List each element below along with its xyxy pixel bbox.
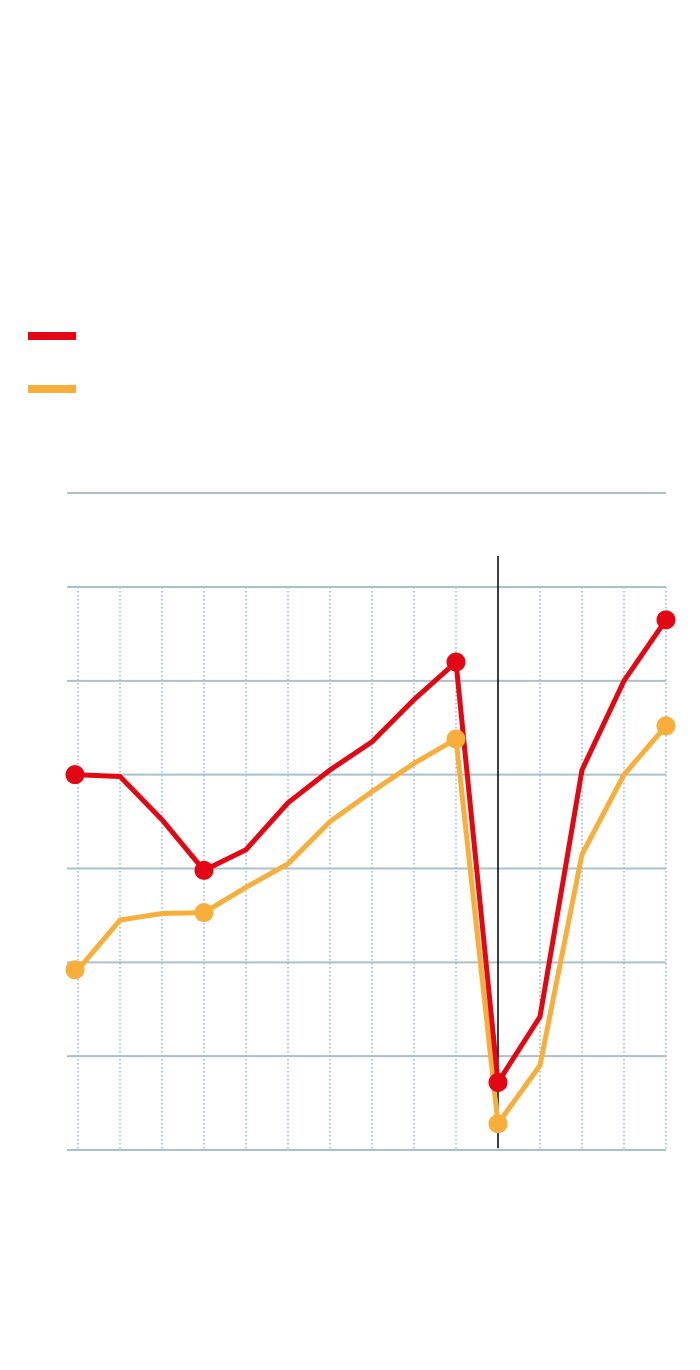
series-2-point-10 [488, 1114, 508, 1134]
series-2-point-0 [65, 960, 85, 980]
series-2-point-14 [656, 716, 676, 736]
series-2-line [75, 723, 669, 1127]
series-1-point-9 [446, 652, 466, 672]
series-1-point-10 [488, 1072, 508, 1092]
series-1-point-3 [194, 860, 214, 880]
series-2-point-3 [194, 903, 214, 923]
legend-swatch-series-1 [28, 332, 76, 340]
series-2-point-9 [446, 729, 466, 749]
legend-swatch-series-2 [28, 385, 76, 393]
series-1-point-14 [656, 610, 676, 630]
series-1-line [75, 617, 669, 1085]
series-1-point-0 [65, 765, 85, 785]
